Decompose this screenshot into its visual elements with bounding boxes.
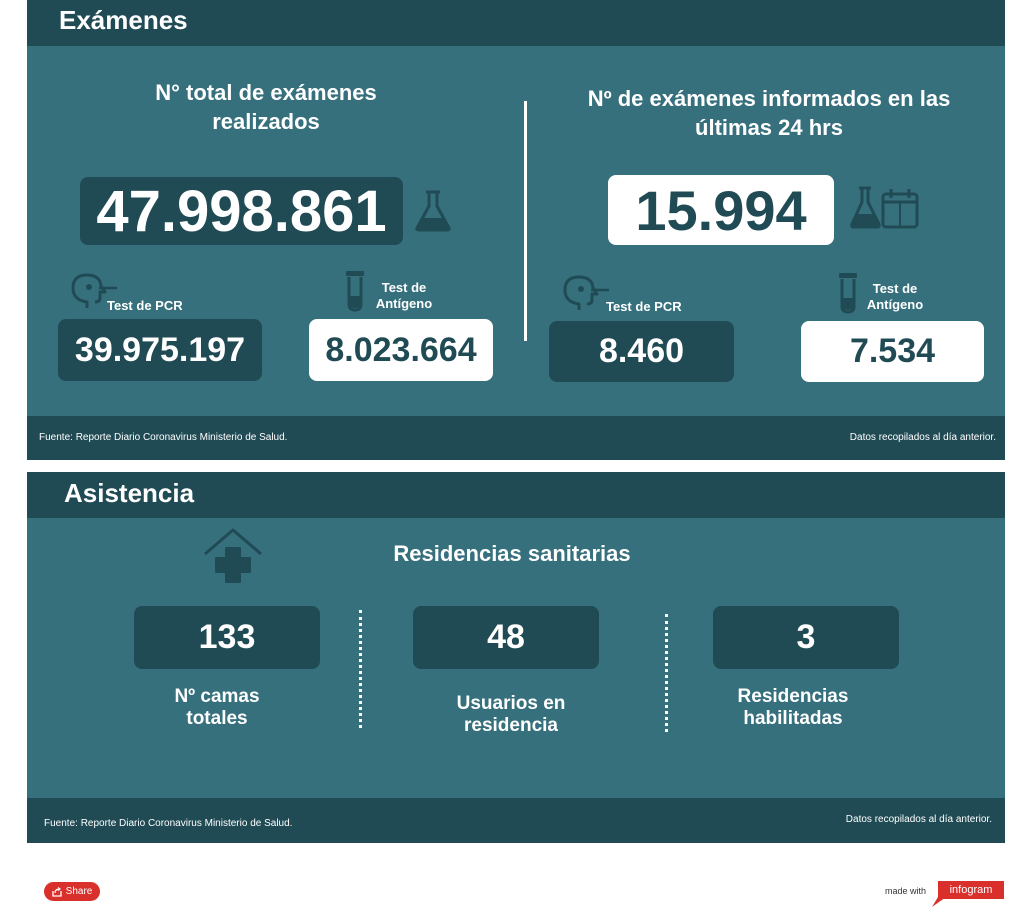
nasal-swab-head-icon: [563, 275, 609, 310]
stat-divider: [665, 614, 668, 732]
test-tube-icon: [839, 273, 857, 314]
data-date-note: Datos recopilados al día anterior.: [849, 432, 996, 443]
source-note: Fuente: Reporte Diario Coronavirus Minis…: [39, 432, 288, 443]
pcr-total-label: Test de PCR: [107, 298, 183, 313]
test-tube-icon: [346, 271, 364, 312]
last24-exams-heading: Nº de exámenes informados en las últimas…: [587, 86, 951, 140]
section-divider: [524, 101, 527, 341]
pcr-total-value: 39.975.197: [58, 319, 262, 381]
residencias-heading: Residencias sanitarias: [393, 541, 631, 566]
source-note: Fuente: Reporte Diario Coronavirus Minis…: [44, 818, 293, 829]
stat-divider: [359, 610, 362, 728]
antigen-24h-label: Test de Antígeno: [866, 281, 924, 312]
stat-residencias-value: 3: [713, 606, 899, 669]
total-exams-heading: N° total de exámenes realizados: [155, 80, 377, 134]
nasal-swab-head-icon: [71, 273, 117, 308]
antigen-total-label: Test de Antígeno: [375, 280, 433, 311]
last24-exams-value: 15.994: [608, 175, 834, 245]
total-exams-value: 47.998.861: [80, 177, 403, 245]
stat-usuarios-value: 48: [413, 606, 599, 669]
flask-icon: [415, 190, 451, 232]
stat-residencias-label: Residencias habilitadas: [737, 686, 849, 729]
asistencia-title: Asistencia: [64, 478, 195, 508]
stat-camas-value: 133: [134, 606, 320, 669]
examenes-panel: Exámenes N° total de exámenes realizados…: [27, 0, 1005, 460]
infogram-badge-tail: [932, 897, 946, 907]
share-label: Share: [65, 886, 93, 897]
asistencia-header: Asistencia: [27, 472, 1005, 518]
asistencia-panel: Asistencia Residencias sanitarias 133 Nº…: [27, 472, 1005, 843]
made-with-text: made with: [885, 886, 927, 896]
infogram-brand-text: infogram: [949, 884, 993, 896]
antigen-24h-value: 7.534: [801, 321, 984, 382]
antigen-total-value: 8.023.664: [309, 319, 493, 381]
examenes-title: Exámenes: [59, 5, 188, 35]
stat-camas-label: Nº camas totales: [174, 686, 260, 729]
share-button[interactable]: Share: [44, 882, 100, 901]
infogram-logo[interactable]: infogram: [938, 881, 1004, 899]
asistencia-footer: Fuente: Reporte Diario Coronavirus Minis…: [27, 798, 1005, 843]
stat-usuarios-label: Usuarios en residencia: [456, 693, 566, 736]
examenes-header: Exámenes: [27, 0, 1005, 46]
share-icon: [52, 886, 62, 897]
data-date-note: Datos recopilados al día anterior.: [845, 814, 992, 825]
house-medical-cross-icon: [204, 528, 262, 583]
examenes-footer: Fuente: Reporte Diario Coronavirus Minis…: [27, 416, 1005, 460]
pcr-24h-label: Test de PCR: [606, 299, 682, 314]
flask-calendar-icon: [850, 186, 919, 229]
pcr-24h-value: 8.460: [549, 321, 734, 382]
